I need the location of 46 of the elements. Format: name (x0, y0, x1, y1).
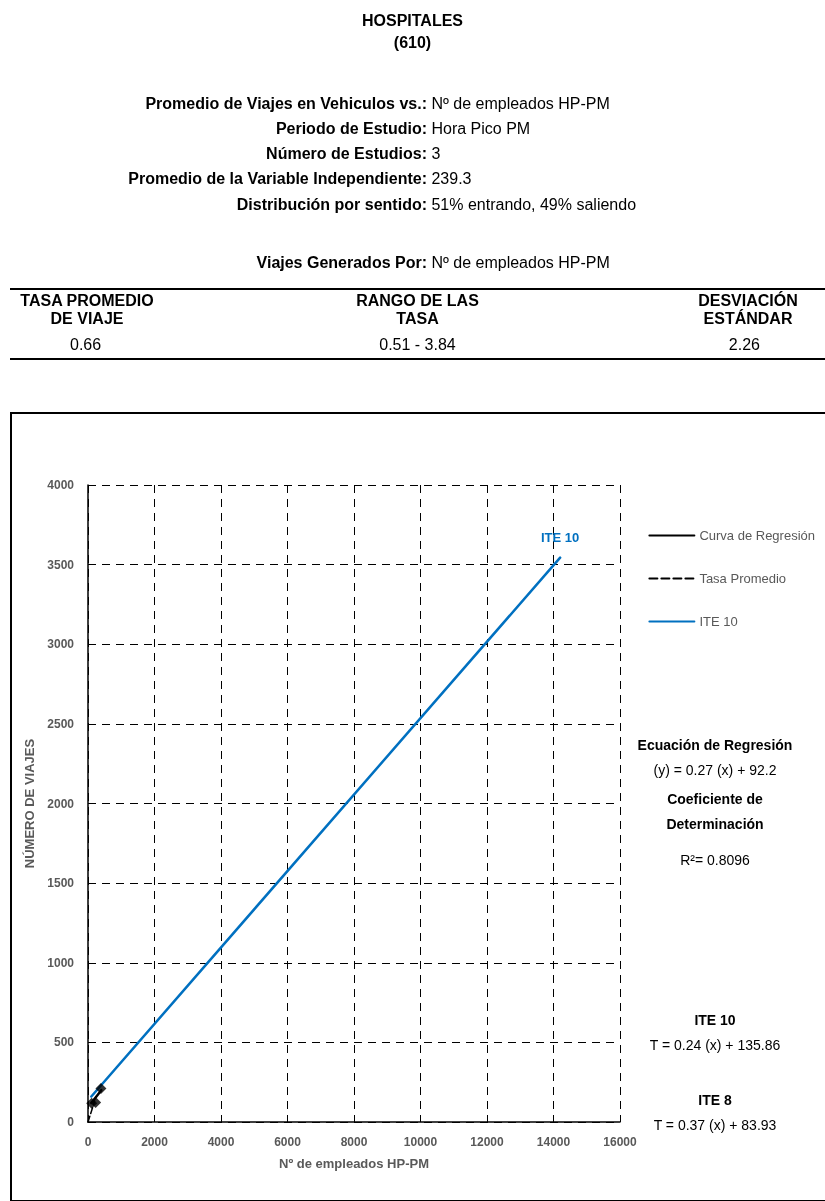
y-tick-label: 0 (67, 1115, 75, 1129)
text: T = 0.24 (x) + 135.86 (648, 1037, 782, 1053)
legend-label: Curva de Regresión (699, 528, 816, 543)
text: 0.51 - 3.84 (254, 330, 581, 359)
x-tick-label: 0 (84, 1135, 92, 1149)
y-tick-label: 3000 (47, 637, 75, 652)
y-tick-label: 1500 (47, 876, 75, 891)
text: ITE 10 (693, 1012, 737, 1028)
y-tick-label: 4000 (47, 478, 75, 492)
x-tick-label: 12000 (470, 1135, 505, 1149)
text: R²= 0.8096 (679, 852, 751, 868)
text: Coeficiente de Determinación (665, 790, 765, 834)
text: T = 0.37 (x) + 83.93 (652, 1117, 778, 1133)
text: DESVIACIÓN ESTÁNDAR (697, 292, 799, 328)
x-tick-label: 4000 (207, 1135, 235, 1149)
x-tick-label: 6000 (274, 1135, 302, 1149)
chart-subtitle: (610) (392, 34, 433, 52)
annotation: ITE 10 (541, 529, 580, 545)
legend-label: Tasa Promedio (699, 571, 787, 586)
text: (y) = 0.27 (x) + 92.2 (652, 762, 778, 778)
text: Número de Estudios: 3 (266, 145, 441, 163)
text: Ecuación de Regresión (636, 737, 794, 753)
text: Periodo de Estudio: Hora Pico PM (275, 120, 531, 138)
text: Promedio de Viajes en Vehiculos vs.: Nº de empleados HP-PM (145, 95, 610, 113)
y-axis-title: NÚMERO DE VIAJES (22, 738, 38, 869)
x-tick-label: 2000 (141, 1135, 169, 1149)
x-tick-label: 14000 (536, 1135, 571, 1149)
y-tick-label: 1000 (47, 955, 75, 970)
chart-title: HOSPITALES (360, 12, 464, 30)
legend-label: ITE 10 (699, 614, 738, 629)
text: 0.66 (10, 330, 255, 359)
y-tick-label: 500 (53, 1035, 75, 1050)
y-tick-label: 3500 (47, 557, 75, 572)
text: Distribución por sentido: 51% entrando, 49% saliendo (236, 196, 637, 214)
text: Viajes Generados Por: Nº de empleados HP-PM (256, 254, 610, 272)
y-tick-label: 2500 (47, 716, 75, 731)
text: Promedio de la Variable Independiente: 239.3 (128, 170, 472, 188)
y-tick-label: 2000 (47, 796, 75, 811)
text: TASA PROMEDIO DE VIAJE (19, 292, 155, 328)
x-tick-label: 8000 (340, 1135, 368, 1149)
text: ITE 8 (697, 1092, 733, 1108)
text: 2.26 (580, 330, 825, 359)
text: RANGO DE LAS TASA (355, 292, 480, 328)
x-axis-title: Nº de empleados HP-PM (279, 1156, 429, 1171)
x-tick-label: 16000 (603, 1135, 638, 1149)
x-tick-label: 10000 (403, 1135, 438, 1149)
